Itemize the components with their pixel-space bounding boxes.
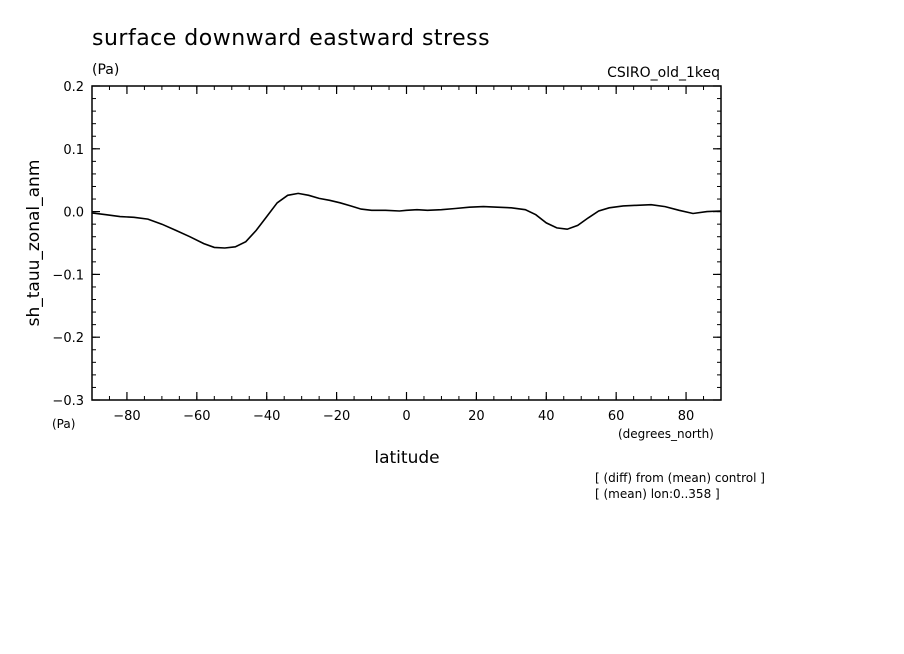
y-tick-label: −0.1 bbox=[52, 268, 84, 283]
y-tick-label: −0.2 bbox=[52, 331, 84, 346]
x-tick-label: 80 bbox=[678, 409, 695, 424]
x-axis-ticks: −80 −60 −40 −20 0 20 40 60 80 bbox=[91, 86, 722, 424]
x-tick-label: −20 bbox=[323, 409, 350, 424]
y-tick-label: 0.1 bbox=[63, 143, 84, 158]
x-axis-label: latitude bbox=[374, 448, 439, 468]
units-label: (Pa) bbox=[92, 62, 119, 78]
y-units-label: (Pa) bbox=[52, 417, 75, 431]
x-tick-label: −60 bbox=[183, 409, 210, 424]
x-tick-label: 60 bbox=[608, 409, 625, 424]
chart-title: surface downward eastward stress bbox=[92, 26, 490, 51]
note-mean: [ (mean) lon:0..358 ] bbox=[595, 487, 720, 501]
y-axis-ticks: 0.2 0.1 0.0 −0.1 −0.2 −0.3 bbox=[52, 80, 721, 409]
x-units-label: (degrees_north) bbox=[618, 427, 714, 441]
series-line bbox=[91, 192, 722, 249]
model-label: CSIRO_old_1keq bbox=[607, 65, 720, 81]
x-tick-label: 0 bbox=[402, 409, 410, 424]
plot-frame bbox=[91, 85, 722, 401]
y-tick-label: 0.2 bbox=[63, 80, 84, 95]
x-tick-label: 20 bbox=[468, 409, 485, 424]
y-tick-label: 0.0 bbox=[63, 206, 84, 221]
x-tick-label: 40 bbox=[538, 409, 555, 424]
y-tick-label: −0.3 bbox=[52, 394, 84, 409]
x-tick-label: −40 bbox=[253, 409, 280, 424]
y-axis-label: sh_tauu_zonal_anm bbox=[24, 160, 44, 327]
x-tick-label: −80 bbox=[113, 409, 140, 424]
note-diff: [ (diff) from (mean) control ] bbox=[595, 471, 765, 485]
